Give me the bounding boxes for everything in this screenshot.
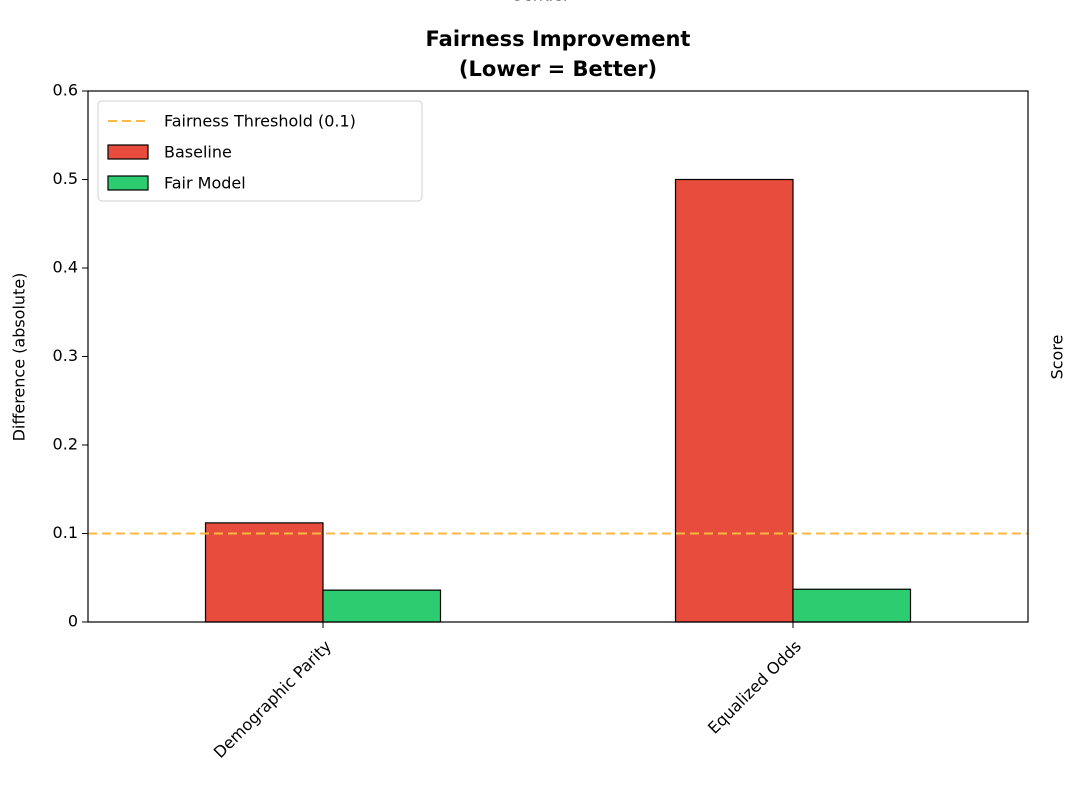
bar <box>204 522 324 623</box>
y-tick-label: 0.5 <box>53 169 78 188</box>
legend-swatch <box>107 144 149 160</box>
y-tick-label: 0 <box>68 612 78 631</box>
y-tick-label: 0.2 <box>53 435 78 454</box>
clipped-axis-label: Score <box>1048 335 1067 380</box>
bar <box>674 178 794 623</box>
chart-title: (Lower = Better) <box>459 57 657 81</box>
legend-label: Baseline <box>164 143 232 162</box>
plot-frame <box>87 90 1029 623</box>
legend-label: Fairness Threshold (0.1) <box>164 112 356 131</box>
x-tick-label: Demographic Parity <box>210 637 335 762</box>
y-tick-label: 0.1 <box>53 523 78 542</box>
chart-title: Fairness Improvement <box>426 27 691 51</box>
y-tick-label: 0.4 <box>53 258 78 277</box>
x-tick-label: Equalized Odds <box>704 637 805 738</box>
legend-swatch <box>107 175 149 191</box>
legend-box <box>97 100 423 202</box>
y-axis-label: Difference (absolute) <box>10 273 29 442</box>
legend-label: Fair Model <box>164 174 246 193</box>
y-tick-label: 0.6 <box>53 81 78 100</box>
bar <box>792 588 912 623</box>
clipped-title: Gender <box>511 0 570 5</box>
y-tick-label: 0.3 <box>53 346 78 365</box>
bar <box>322 589 442 623</box>
